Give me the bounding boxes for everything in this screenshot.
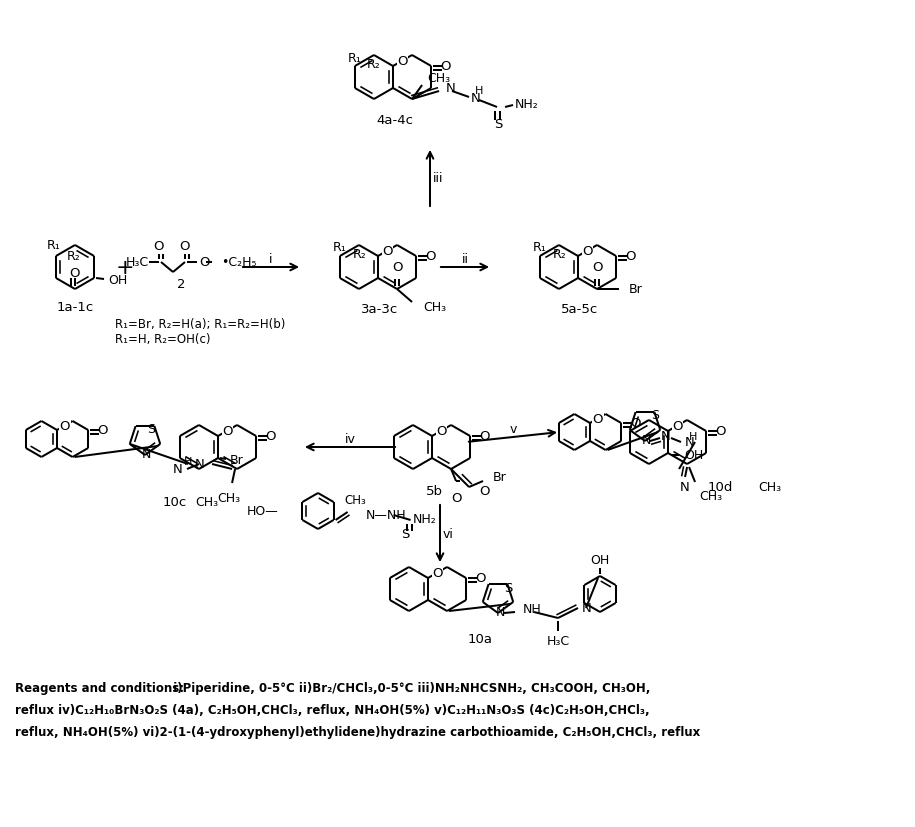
Text: S: S xyxy=(504,581,512,594)
Text: O: O xyxy=(432,566,443,579)
Text: O: O xyxy=(382,245,393,258)
Text: Br: Br xyxy=(493,471,507,484)
Text: NH₂: NH₂ xyxy=(515,98,539,112)
Text: R₁: R₁ xyxy=(349,51,362,65)
Text: S: S xyxy=(494,118,502,131)
Text: H₃C: H₃C xyxy=(546,634,569,648)
Text: O: O xyxy=(625,251,635,263)
Text: CH₃: CH₃ xyxy=(218,491,241,504)
Text: R₁: R₁ xyxy=(48,239,61,252)
Text: iii: iii xyxy=(433,172,443,185)
Text: S: S xyxy=(651,408,660,421)
Text: H: H xyxy=(689,432,697,442)
Text: O: O xyxy=(593,413,603,425)
Text: O: O xyxy=(715,425,726,438)
Text: CH₃: CH₃ xyxy=(345,494,367,506)
Text: S: S xyxy=(147,422,156,435)
Text: H₃C: H₃C xyxy=(126,256,149,269)
Text: OH: OH xyxy=(108,275,127,287)
Text: N—NH: N—NH xyxy=(366,509,406,522)
Text: Reagents and conditions:: Reagents and conditions: xyxy=(15,681,184,694)
Text: CH₃: CH₃ xyxy=(423,301,447,314)
Text: 10c: 10c xyxy=(163,495,188,509)
Text: NH: NH xyxy=(523,603,542,616)
Text: 4a-4c: 4a-4c xyxy=(376,113,414,127)
Text: O: O xyxy=(264,430,275,443)
Text: N: N xyxy=(172,463,182,476)
Text: O: O xyxy=(425,251,436,263)
Text: R₁=H, R₂=OH(c): R₁=H, R₂=OH(c) xyxy=(115,332,210,346)
Text: 1a-1c: 1a-1c xyxy=(57,301,93,314)
Text: 3a-3c: 3a-3c xyxy=(361,304,399,316)
Text: O: O xyxy=(592,261,602,274)
Text: R₂: R₂ xyxy=(367,59,381,71)
Text: OH: OH xyxy=(590,553,609,566)
Text: N: N xyxy=(582,602,592,614)
Text: N: N xyxy=(680,480,690,494)
Text: O: O xyxy=(479,430,490,443)
Text: O: O xyxy=(630,417,640,430)
Text: N: N xyxy=(141,448,151,461)
Text: ii: ii xyxy=(461,253,468,266)
Text: v: v xyxy=(510,423,517,436)
Text: O: O xyxy=(673,419,683,433)
Text: O: O xyxy=(451,491,461,504)
Text: Br: Br xyxy=(629,283,643,296)
Text: Br: Br xyxy=(230,454,243,467)
Text: N: N xyxy=(446,83,456,95)
Text: O: O xyxy=(397,55,408,68)
Text: N: N xyxy=(662,430,671,443)
Text: O: O xyxy=(392,261,403,274)
Text: reflux, NH₄OH(5%) vi)2-(1-(4-ydroxyphenyl)ethylidene)hydrazine carbothioamide, C: reflux, NH₄OH(5%) vi)2-(1-(4-ydroxypheny… xyxy=(15,725,700,739)
Text: R₂: R₂ xyxy=(66,251,80,263)
Text: H: H xyxy=(475,86,483,96)
Text: CH₃: CH₃ xyxy=(195,495,218,509)
Text: N: N xyxy=(641,434,651,447)
Text: O: O xyxy=(436,424,447,437)
Text: CH₃: CH₃ xyxy=(427,71,450,84)
Text: O: O xyxy=(440,60,450,74)
Text: R₂: R₂ xyxy=(352,248,366,261)
Text: iv: iv xyxy=(345,433,355,446)
Text: HO—: HO— xyxy=(246,505,278,518)
Text: O: O xyxy=(222,424,232,437)
Text: O: O xyxy=(582,245,593,258)
Text: O: O xyxy=(97,424,107,437)
Text: O: O xyxy=(199,256,210,269)
Text: 5b: 5b xyxy=(425,485,443,498)
Text: O: O xyxy=(59,419,70,433)
Text: NH₂: NH₂ xyxy=(413,513,436,526)
Text: R₁: R₁ xyxy=(533,241,547,254)
Text: i)Piperidine, 0-5°C ii)Br₂/CHCl₃,0-5°C iii)NH₂NHCSNH₂, CH₃COOH, CH₃OH,: i)Piperidine, 0-5°C ii)Br₂/CHCl₃,0-5°C i… xyxy=(165,681,651,694)
Text: i: i xyxy=(269,253,273,266)
Text: N: N xyxy=(471,92,480,104)
Text: O: O xyxy=(70,267,81,280)
Text: reflux iv)C₁₂H₁₀BrN₃O₂S (4a), C₂H₅OH,CHCl₃, reflux, NH₄OH(5%) v)C₁₂H₁₁N₃O₃S (4c): reflux iv)C₁₂H₁₀BrN₃O₂S (4a), C₂H₅OH,CHC… xyxy=(15,703,650,716)
Text: CH₃: CH₃ xyxy=(758,481,781,494)
Text: O: O xyxy=(179,240,190,253)
Text: 5a-5c: 5a-5c xyxy=(562,304,598,316)
Text: OH: OH xyxy=(684,449,704,462)
Text: O: O xyxy=(154,240,165,253)
Text: •C₂H₅: •C₂H₅ xyxy=(221,256,256,269)
Text: O: O xyxy=(479,485,490,498)
Text: H: H xyxy=(184,457,192,466)
Text: 2: 2 xyxy=(177,278,185,291)
Text: R₁: R₁ xyxy=(333,241,347,254)
Text: +: + xyxy=(115,258,135,278)
Text: vi: vi xyxy=(443,528,454,540)
Text: N: N xyxy=(495,605,505,619)
Text: N: N xyxy=(685,436,694,449)
Text: R₁=Br, R₂=H(a); R₁=R₂=H(b): R₁=Br, R₂=H(a); R₁=R₂=H(b) xyxy=(115,318,285,331)
Text: 10d: 10d xyxy=(708,481,734,494)
Text: N: N xyxy=(194,458,204,471)
Text: O: O xyxy=(475,571,485,585)
Text: 10a: 10a xyxy=(468,633,492,646)
Text: R₂: R₂ xyxy=(553,248,566,261)
Text: CH₃: CH₃ xyxy=(699,490,722,502)
Text: S: S xyxy=(402,528,410,541)
